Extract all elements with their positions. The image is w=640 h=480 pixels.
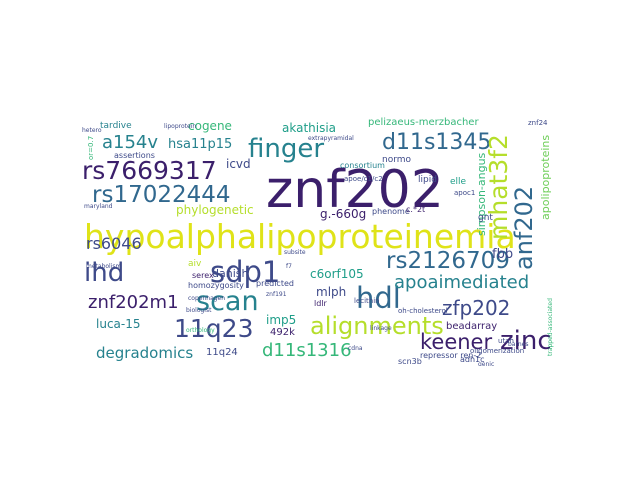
word-beadarray: beadarray (446, 321, 498, 332)
word-rs2126709: rs2126709 (386, 248, 510, 274)
word-mhat3f2: mhat3f2 (484, 134, 513, 240)
word-cogene: cogene (188, 119, 232, 133)
word-genic: genic (478, 361, 495, 367)
word-alignments: alignments (310, 312, 444, 340)
word-hetero: hetero (82, 127, 102, 134)
word-anf202: anf202 (510, 185, 538, 270)
word-tardive: tardive (100, 121, 132, 131)
word-lipoprotein: lipoprotein (164, 123, 197, 130)
word-zfp202: zfp202 (442, 296, 511, 320)
word-metabolism: metabolism (86, 263, 122, 270)
word-rs17022444: rs17022444 (92, 182, 231, 208)
word-d11s1345: d11s1345 (382, 130, 492, 155)
word-zinc: zinc (500, 326, 552, 356)
word-apolipoproteins: apolipoproteins (539, 134, 552, 220)
word-gnt: gnt (478, 213, 493, 223)
word-oligomerization: oligomerization (470, 347, 525, 355)
word-trapped-associated: trapped-associated (547, 298, 554, 356)
word-simpson-angus: simpson-angus (475, 152, 488, 236)
word-11q24: 11q24 (206, 347, 238, 358)
word-phenome: phenome (372, 207, 410, 216)
word-fbb: fbb (492, 247, 514, 262)
word-apoc1: apoc1 (454, 189, 476, 197)
word-f7: f7 (286, 263, 292, 270)
word-11q23: 11q23 (174, 314, 254, 343)
word-hdl: hdl (356, 281, 401, 315)
word-extrapyramidal: extrapyramidal (308, 135, 354, 142)
word-predicted: predicted (256, 279, 294, 288)
word-d11s1316: d11s1316 (262, 340, 352, 361)
word-normo: normo (382, 155, 412, 165)
word-elle: elle (450, 177, 467, 187)
word-scan: scan (196, 286, 259, 317)
word-akathisia: akathisia (282, 121, 337, 135)
word-oh-cholesterol: oh-cholesterol (398, 307, 448, 315)
word-aiv: aiv (188, 259, 202, 269)
word-orthology: orthology (186, 327, 215, 334)
word-biologist: biologist (186, 307, 212, 314)
word-g-660g: g.-660g (320, 207, 367, 221)
word-copenhagen: copenhagen (188, 295, 226, 302)
word-ldlr: ldlr (314, 299, 327, 308)
word-lipid: lipid (418, 175, 437, 185)
word-luca-15: luca-15 (96, 317, 141, 331)
word-scn3b: scn3b (398, 357, 422, 366)
word-znf202: znf202 (266, 160, 444, 220)
word-maryland: maryland (84, 203, 113, 210)
word-finger: finger (248, 134, 325, 164)
word-barnes: barnes (508, 341, 529, 348)
word-znf202m1: znf202m1 (88, 292, 179, 313)
word-rs6046: rs6046 (86, 234, 142, 253)
word-degradomics: degradomics (96, 344, 194, 362)
word-consortium: consortium (340, 161, 385, 170)
word-icvd: icvd (226, 157, 251, 171)
word-pelizaeus-merzbacher: pelizaeus-merzbacher (368, 117, 479, 128)
word-danish: danish (212, 267, 249, 280)
word-a154v: a154v (102, 132, 159, 153)
word-homozygosity: homozygosity (188, 281, 244, 290)
word-hypoalphalipoproteinemia: hypoalphalipoproteinemia (84, 217, 516, 256)
word-znf191: znf191 (266, 291, 287, 298)
word-subsite: subsite (284, 249, 306, 256)
word-rs7669317: rs7669317 (82, 156, 217, 185)
word-linkage: linkage (370, 325, 392, 332)
word-phylogenetic: phylogenetic (176, 203, 254, 217)
word-znf24: znf24 (528, 119, 548, 127)
word-mlph: mlph (316, 285, 347, 299)
word-c-2t: c.*2t (406, 205, 426, 214)
word-hsa11p15: hsa11p15 (168, 137, 233, 152)
word-assertions: assertions (114, 151, 155, 160)
word-lecithin: lecithin (354, 297, 380, 305)
word-utah: utah (498, 337, 514, 345)
word-ihd: ihd (84, 258, 125, 288)
word-repressor-ren-2: repressor ren-2 (420, 351, 482, 360)
word-adh1c: adh1c (460, 355, 485, 364)
word-or-0-7: or=0.7 (87, 135, 95, 160)
word-c6orf105: c6orf105 (310, 267, 364, 281)
word-492k: 492k (270, 327, 295, 338)
word-sdp1: sdp1 (210, 255, 281, 289)
word-keener: keener (420, 330, 493, 354)
word-apoe-c1-c2: apoe/c1/c2 (344, 175, 383, 183)
word-imp5: imp5 (266, 313, 297, 327)
word-serex: serex (192, 271, 214, 280)
word-cdna: cdna (348, 345, 363, 352)
word-cloud: znf202 hypoalphalipoproteinemia sdp1 fin… (80, 116, 561, 366)
word-apoaimediated: apoaimediated (394, 272, 530, 293)
